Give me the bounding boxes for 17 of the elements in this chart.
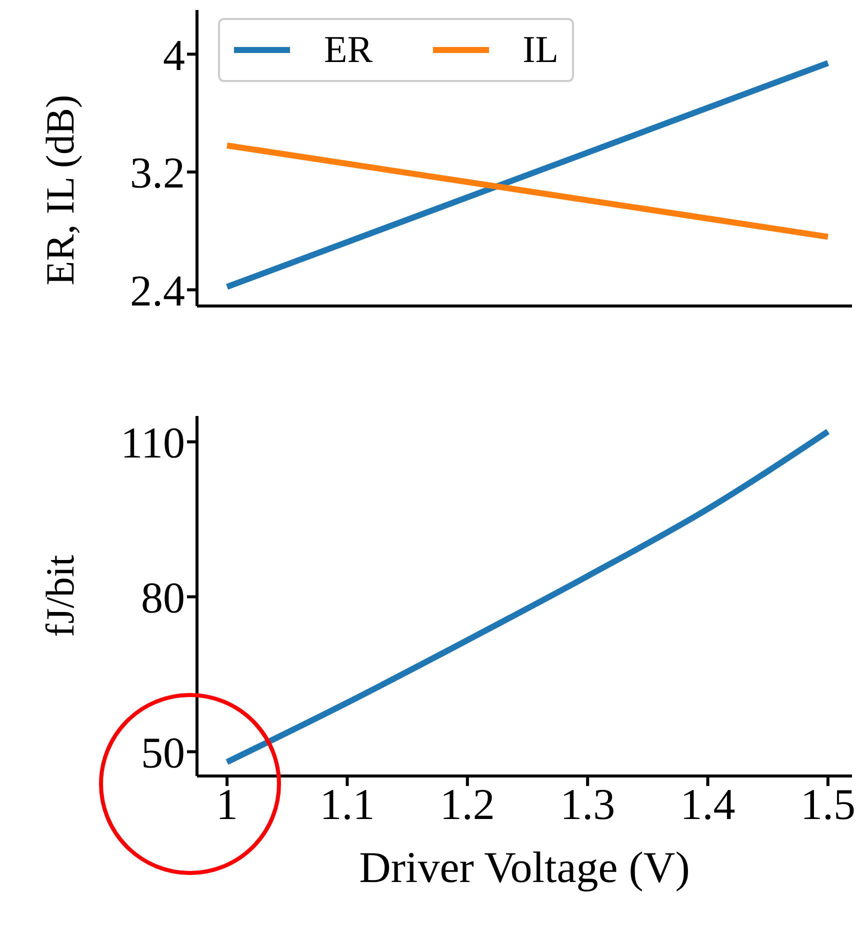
y-tick-label: 4 (163, 30, 185, 80)
y-tick-label: 3.2 (130, 148, 185, 198)
y-axis-title: fJ/bit (36, 554, 84, 638)
x-tick-label: 1 (216, 780, 238, 830)
x-tick-label: 1.4 (680, 780, 736, 830)
x-tick-label: 1.2 (440, 780, 495, 830)
legend-label: IL (522, 28, 558, 72)
legend-label: ER (324, 28, 373, 72)
x-tick-label: 1.3 (560, 780, 616, 830)
y-tick-label: 80 (141, 573, 185, 622)
y-axis-title: ER, IL (dB) (36, 94, 84, 286)
y-tick-label: 110 (120, 418, 185, 468)
x-tick-label: 1.5 (800, 780, 856, 830)
x-tick-label: 1.1 (320, 780, 375, 830)
y-tick-label: 2.4 (130, 266, 185, 316)
x-axis-title: Driver Voltage (V) (358, 842, 691, 893)
y-tick-label: 50 (141, 728, 185, 778)
